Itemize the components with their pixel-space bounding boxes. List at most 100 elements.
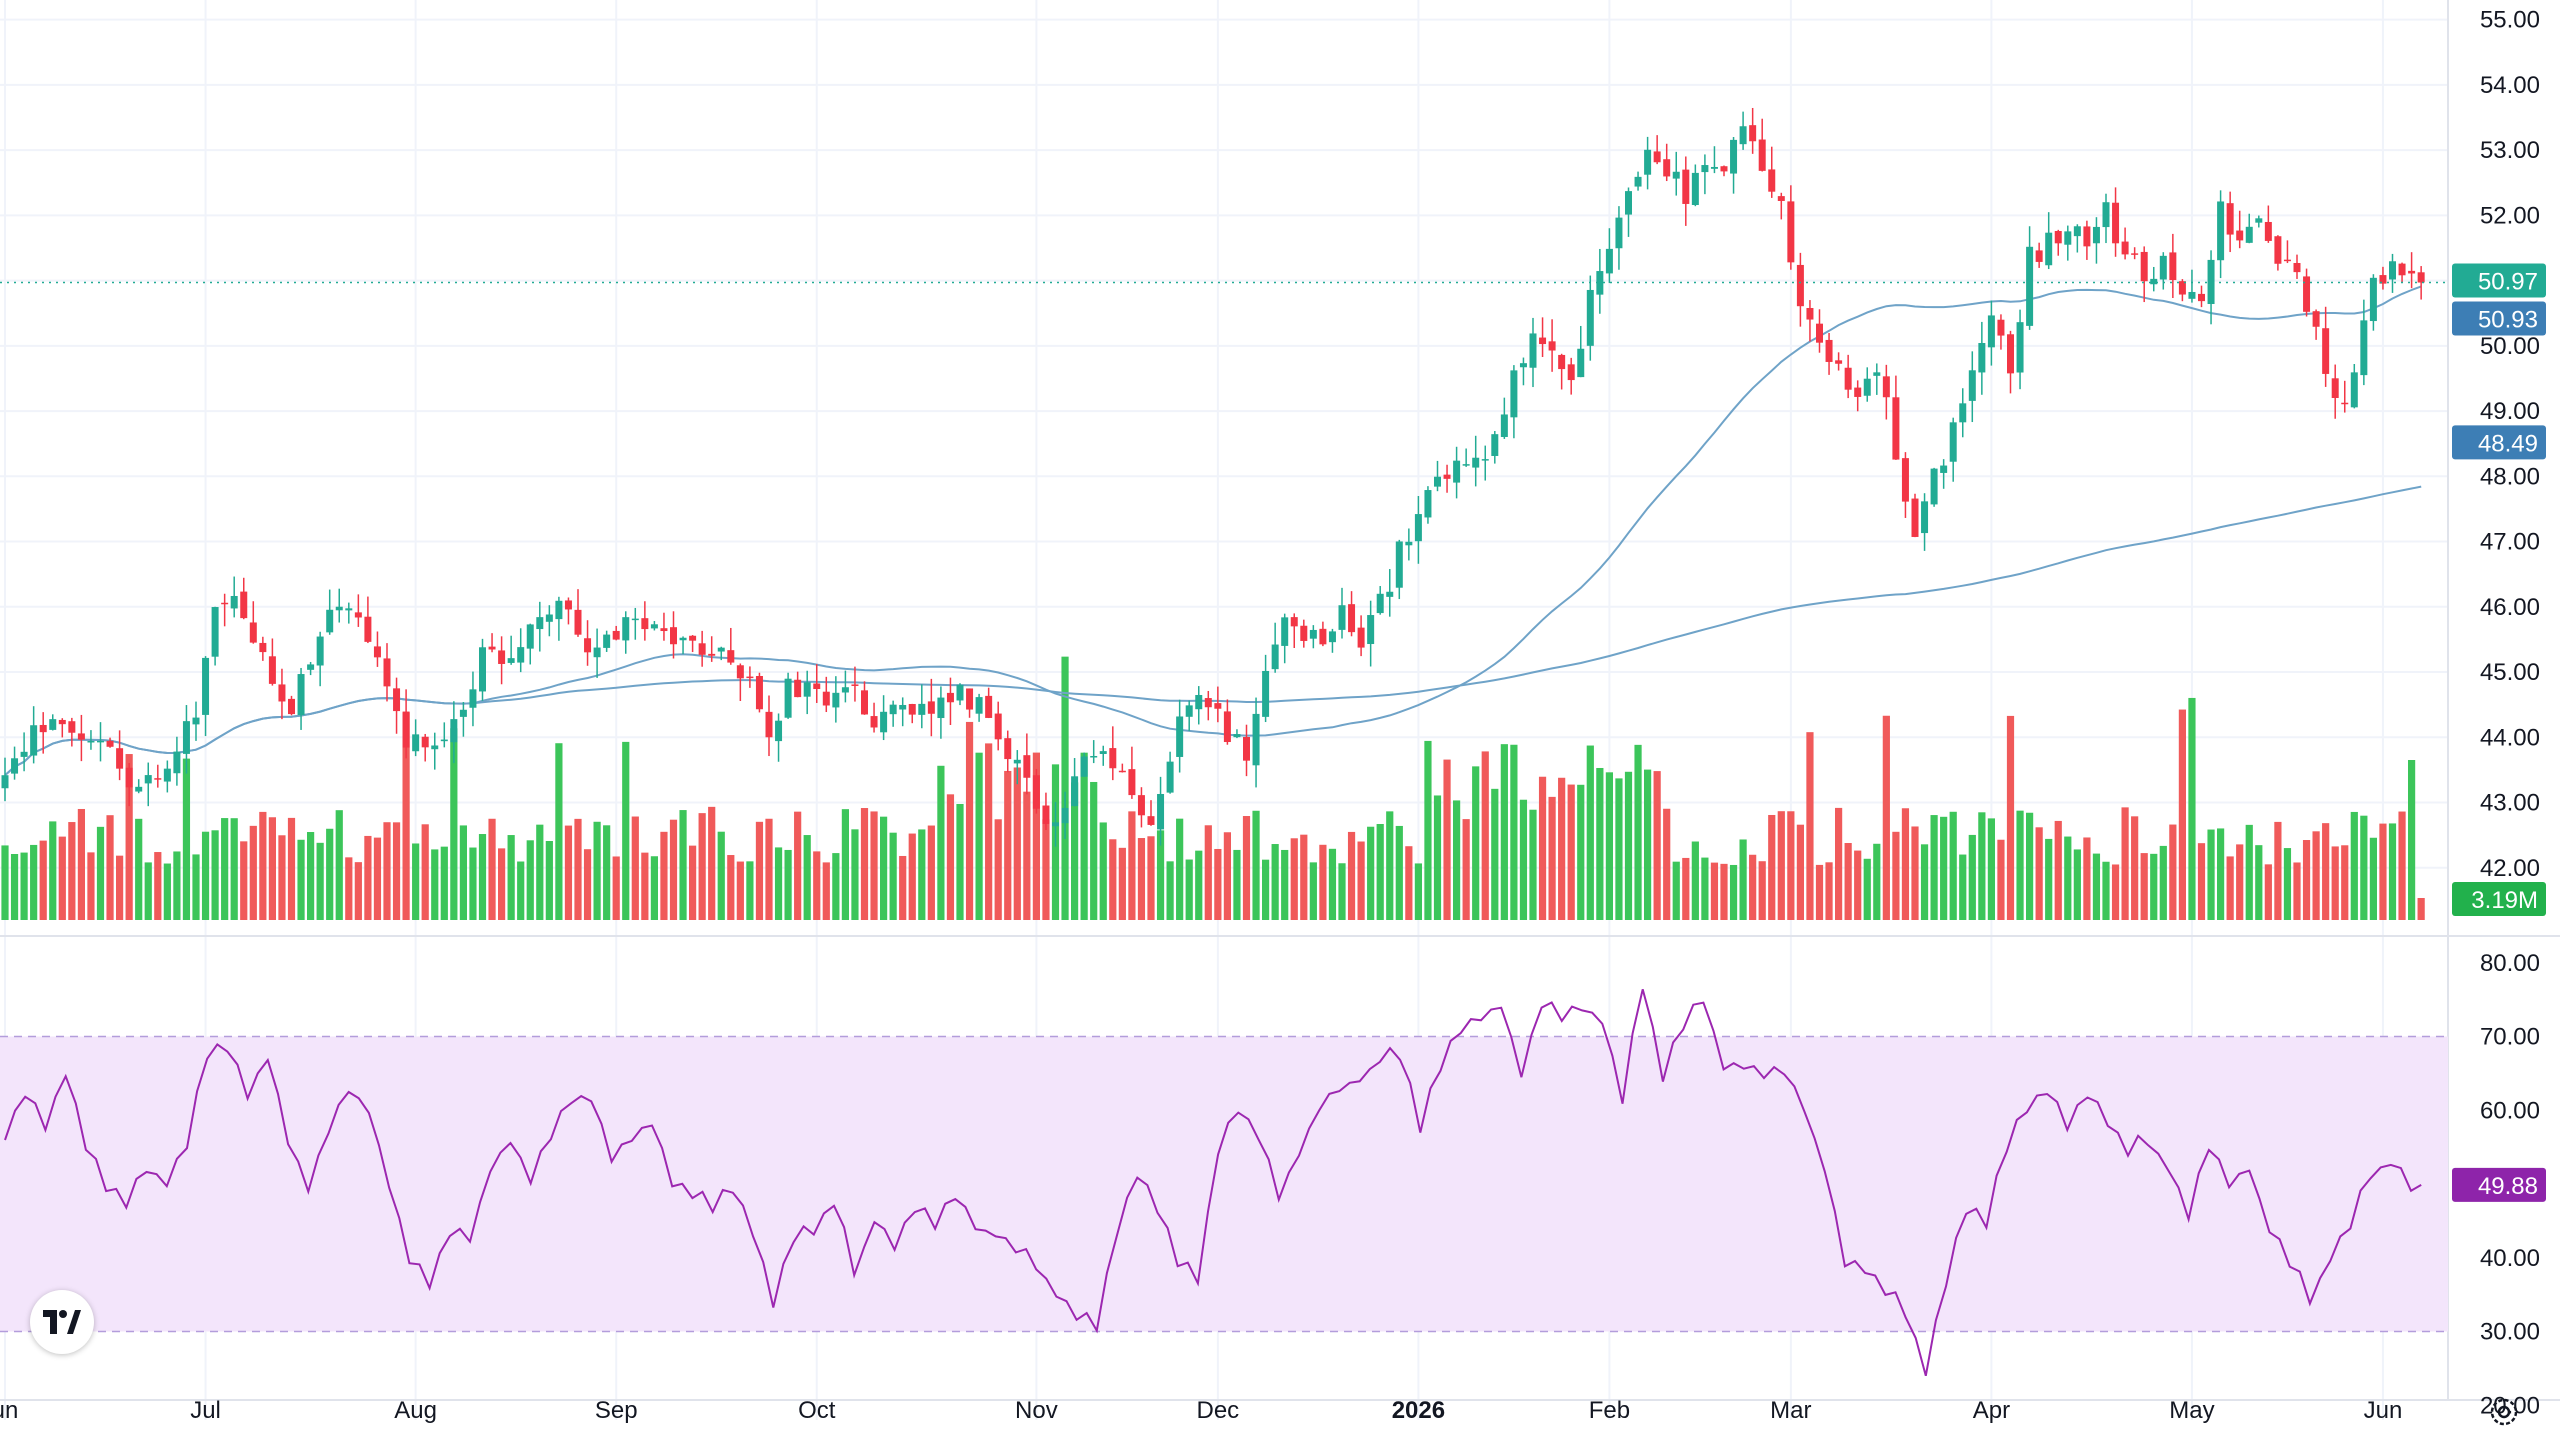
tradingview-logo-icon[interactable] — [30, 1290, 94, 1354]
rsi-tick-label: 20.00 — [2480, 1392, 2540, 1419]
candle-body — [2331, 378, 2339, 399]
candle — [154, 764, 162, 788]
volume-bar — [1796, 824, 1804, 920]
candle-body — [784, 678, 792, 718]
candle — [1701, 154, 1709, 195]
candle — [2092, 217, 2100, 264]
axes: 55.0054.0053.0052.0051.0050.0049.0048.00… — [0, 7, 2540, 1424]
volume-bar — [392, 822, 401, 920]
candle-body — [717, 647, 725, 652]
price-tick-label: 45.00 — [2480, 659, 2540, 686]
candle — [2016, 309, 2024, 390]
gear-icon[interactable] — [2486, 1394, 2522, 1430]
volume-bar — [1959, 854, 1967, 920]
volume-bar — [354, 862, 362, 920]
candle-body — [1052, 822, 1059, 827]
candle — [1262, 654, 1270, 723]
candle — [450, 701, 458, 764]
candle — [507, 635, 515, 665]
volume-bar — [1968, 834, 1976, 920]
volume-bar — [1519, 799, 1528, 920]
candle — [2322, 306, 2330, 387]
candle-body — [1185, 705, 1193, 717]
candle — [2236, 210, 2244, 249]
volume-bar — [1949, 811, 1957, 920]
candle — [1539, 317, 1547, 358]
volume-bar — [650, 856, 658, 920]
volume-bar — [908, 833, 916, 920]
volume-bar — [1109, 839, 1117, 920]
candle-body — [603, 634, 611, 648]
candle-body — [2379, 275, 2387, 284]
volume-bar — [2016, 810, 2024, 920]
candle — [1405, 528, 1413, 561]
candle-body — [841, 687, 849, 693]
volume-bar — [1262, 859, 1270, 920]
candle — [402, 689, 410, 759]
candle-body — [1004, 738, 1012, 760]
candle-body — [125, 767, 133, 788]
candle-body — [1376, 593, 1384, 614]
volume-bar — [2111, 864, 2120, 920]
candle — [316, 631, 324, 687]
volume-bar — [421, 824, 429, 920]
candle — [985, 687, 993, 719]
volume-bar — [1873, 843, 1881, 920]
volume-bar — [1596, 767, 1604, 920]
candle-body — [813, 683, 821, 690]
time-tick-label: Nov — [1015, 1397, 1058, 1424]
volume-bar — [1710, 862, 1719, 920]
volume-bar — [20, 852, 28, 920]
volume-bar — [1338, 863, 1346, 920]
candle-body — [2140, 251, 2148, 282]
rsi-line — [4, 989, 2422, 1377]
candle-body — [1271, 644, 1279, 670]
candle — [1472, 435, 1480, 487]
candle — [488, 633, 496, 653]
candle — [431, 732, 439, 770]
moving-average-lines — [4, 285, 2422, 776]
volume-bar — [1835, 807, 1843, 920]
volume-bar — [603, 825, 611, 920]
time-tick-label: Jul — [190, 1397, 221, 1424]
candle — [2207, 250, 2215, 325]
candle-body — [1386, 591, 1394, 597]
candle — [335, 588, 343, 623]
candle-body — [2303, 276, 2311, 312]
ma200-badge-text: 48.49 — [2478, 430, 2538, 457]
candle-body — [459, 709, 467, 717]
candle — [1710, 146, 1718, 174]
candle-body — [2112, 202, 2120, 244]
candle — [1730, 136, 1738, 194]
rsi-tick-label: 80.00 — [2480, 950, 2540, 977]
candle — [1835, 352, 1843, 371]
price-tick-label: 46.00 — [2480, 594, 2540, 621]
volume-badge-text: 3.19M — [2471, 887, 2538, 914]
candle — [2255, 215, 2263, 228]
candle — [278, 668, 286, 720]
volume-bar — [965, 721, 974, 920]
candle-body — [2054, 230, 2062, 244]
candle-body — [641, 618, 649, 630]
candle — [775, 713, 783, 762]
candle-body — [326, 609, 334, 633]
ma200-badge-bg — [2452, 425, 2546, 460]
candle-body — [2150, 278, 2158, 285]
candle — [622, 611, 630, 654]
time-tick-label: Feb — [1589, 1397, 1630, 1424]
volume-bar — [412, 843, 420, 920]
candle-body — [2341, 402, 2349, 405]
volume-bar — [2350, 811, 2358, 920]
rsi-tick-label: 40.00 — [2480, 1245, 2540, 1272]
volume-bar — [698, 813, 706, 920]
volume-bar — [660, 831, 668, 920]
candle-body — [1491, 434, 1499, 456]
candle — [1921, 493, 1929, 551]
volume-bar — [1242, 816, 1251, 920]
volume-bar — [1023, 791, 1031, 920]
candle-body — [1462, 464, 1470, 466]
volume-bar — [1347, 831, 1356, 920]
candle-body — [507, 658, 515, 663]
candle — [1453, 446, 1461, 499]
